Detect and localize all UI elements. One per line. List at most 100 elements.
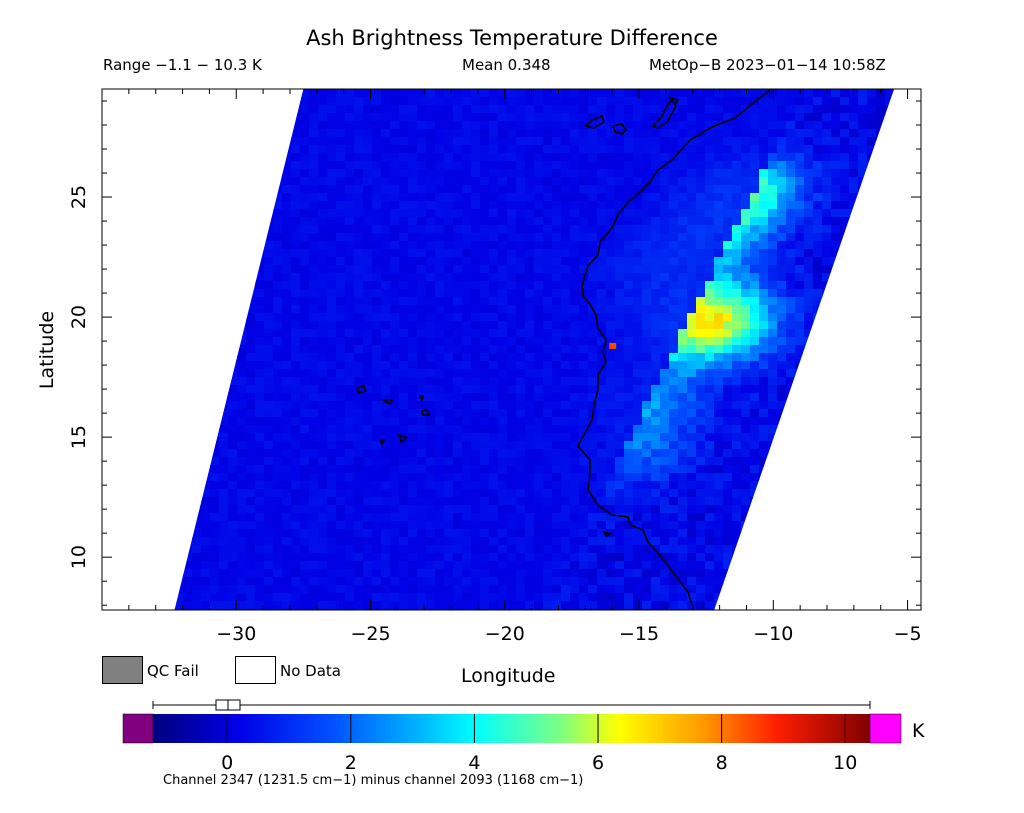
btd-cell bbox=[876, 233, 886, 242]
btd-cell bbox=[543, 353, 553, 362]
btd-cell bbox=[435, 281, 445, 290]
btd-cell bbox=[579, 361, 589, 370]
btd-cell bbox=[876, 193, 886, 202]
btd-cell bbox=[327, 217, 337, 226]
btd-cell bbox=[156, 113, 166, 122]
btd-cell bbox=[309, 305, 319, 314]
btd-cell bbox=[102, 113, 112, 122]
btd-cell bbox=[381, 401, 391, 410]
btd-cell bbox=[147, 121, 157, 130]
btd-cell bbox=[435, 129, 445, 138]
btd-cell bbox=[543, 489, 553, 498]
btd-cell bbox=[417, 425, 427, 434]
btd-cell bbox=[525, 473, 535, 482]
btd-cell bbox=[723, 473, 733, 482]
btd-cell bbox=[453, 473, 463, 482]
btd-cell bbox=[732, 225, 742, 234]
btd-cell bbox=[912, 185, 922, 194]
btd-cell bbox=[786, 401, 796, 410]
btd-cell bbox=[732, 297, 742, 306]
btd-cell bbox=[813, 289, 823, 298]
btd-cell bbox=[462, 97, 472, 106]
btd-cell bbox=[786, 497, 796, 506]
btd-cell bbox=[120, 265, 130, 274]
btd-cell bbox=[741, 225, 751, 234]
btd-cell bbox=[291, 97, 301, 106]
btd-cell bbox=[723, 225, 733, 234]
btd-cell bbox=[255, 129, 265, 138]
btd-cell bbox=[552, 521, 562, 530]
btd-cell bbox=[291, 185, 301, 194]
btd-cell bbox=[498, 241, 508, 250]
btd-cell bbox=[651, 289, 661, 298]
btd-cell bbox=[309, 105, 319, 114]
btd-cell bbox=[102, 377, 112, 386]
btd-cell bbox=[579, 385, 589, 394]
btd-cell bbox=[516, 193, 526, 202]
btd-cell bbox=[723, 513, 733, 522]
btd-cell bbox=[624, 449, 634, 458]
btd-cell bbox=[588, 169, 598, 178]
btd-cell bbox=[714, 417, 724, 426]
btd-cell bbox=[489, 225, 499, 234]
btd-cell bbox=[804, 393, 814, 402]
btd-cell bbox=[102, 185, 112, 194]
btd-cell bbox=[228, 377, 238, 386]
btd-cell bbox=[498, 353, 508, 362]
btd-cell bbox=[300, 249, 310, 258]
btd-cell bbox=[264, 457, 274, 466]
btd-cell bbox=[489, 513, 499, 522]
btd-cell bbox=[552, 129, 562, 138]
btd-cell bbox=[633, 233, 643, 242]
btd-cell bbox=[417, 305, 427, 314]
btd-cell bbox=[822, 489, 832, 498]
btd-cell bbox=[534, 145, 544, 154]
btd-cell bbox=[696, 521, 706, 530]
btd-cell bbox=[597, 289, 607, 298]
btd-cell bbox=[525, 393, 535, 402]
btd-cell bbox=[282, 273, 292, 282]
btd-cell bbox=[264, 257, 274, 266]
btd-cell bbox=[327, 441, 337, 450]
btd-cell bbox=[777, 353, 787, 362]
btd-cell bbox=[120, 433, 130, 442]
btd-cell bbox=[165, 225, 175, 234]
btd-cell bbox=[363, 209, 373, 218]
btd-cell bbox=[525, 89, 535, 98]
btd-cell bbox=[867, 281, 877, 290]
btd-cell bbox=[804, 473, 814, 482]
btd-cell bbox=[426, 177, 436, 186]
btd-cell bbox=[363, 321, 373, 330]
btd-cell bbox=[498, 465, 508, 474]
btd-cell bbox=[786, 441, 796, 450]
btd-cell bbox=[516, 465, 526, 474]
btd-cell bbox=[426, 369, 436, 378]
btd-cell bbox=[309, 257, 319, 266]
btd-cell bbox=[651, 481, 661, 490]
btd-cell bbox=[300, 321, 310, 330]
btd-cell bbox=[831, 481, 841, 490]
btd-cell bbox=[390, 497, 400, 506]
btd-cell bbox=[624, 377, 634, 386]
btd-cell bbox=[120, 89, 130, 98]
btd-cell bbox=[435, 505, 445, 514]
btd-cell bbox=[489, 353, 499, 362]
btd-cell bbox=[300, 209, 310, 218]
btd-cell bbox=[111, 257, 121, 266]
btd-cell bbox=[723, 297, 733, 306]
btd-cell bbox=[390, 281, 400, 290]
btd-cell bbox=[381, 225, 391, 234]
btd-cell bbox=[885, 505, 895, 514]
btd-cell bbox=[777, 409, 787, 418]
btd-cell bbox=[120, 273, 130, 282]
btd-cell bbox=[768, 289, 778, 298]
btd-cell bbox=[507, 225, 517, 234]
btd-cell bbox=[606, 153, 616, 162]
btd-cell bbox=[336, 257, 346, 266]
btd-cell bbox=[399, 121, 409, 130]
btd-cell bbox=[858, 169, 868, 178]
btd-cell bbox=[651, 209, 661, 218]
btd-cell bbox=[903, 249, 913, 258]
btd-cell bbox=[813, 497, 823, 506]
btd-cell bbox=[786, 233, 796, 242]
